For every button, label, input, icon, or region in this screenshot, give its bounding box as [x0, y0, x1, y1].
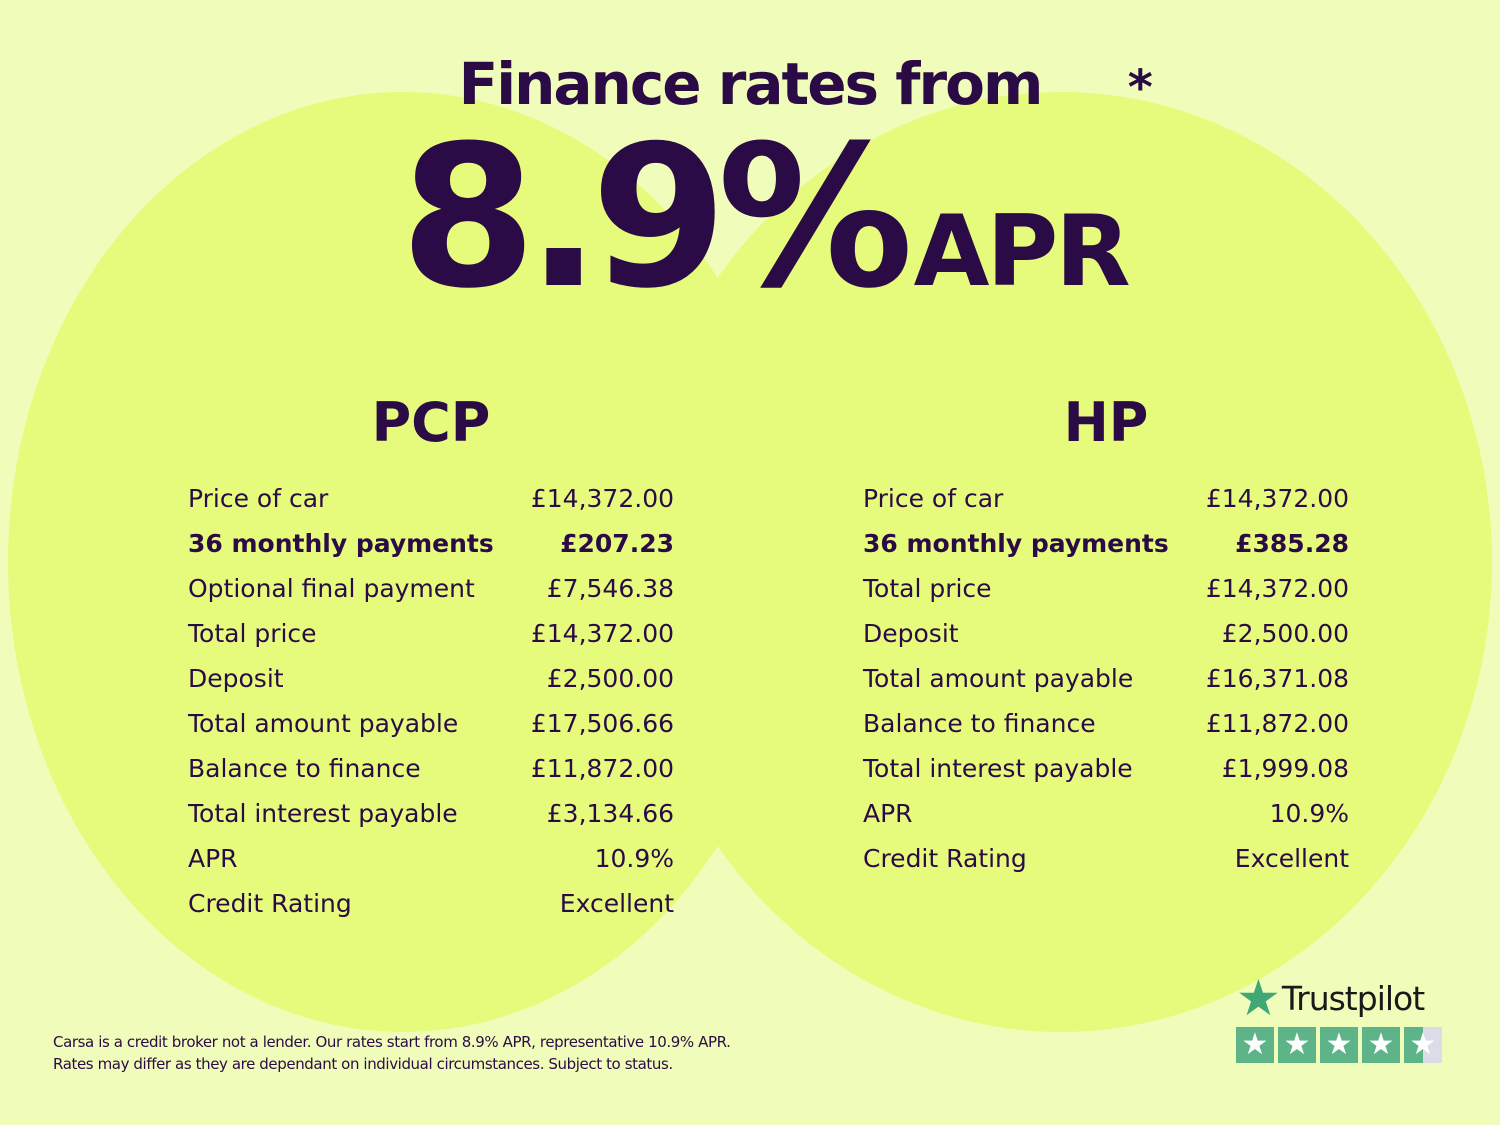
row-label: Total amount payable — [188, 709, 459, 738]
table-row: APR 10.9% — [188, 836, 674, 881]
headline: Finance rates from — [458, 50, 1044, 118]
row-value: £14,372.00 — [1205, 574, 1349, 603]
row-value: 10.9% — [1269, 799, 1349, 828]
rate-display: 8.9% APR* — [400, 60, 1153, 316]
row-value: £7,546.38 — [546, 574, 674, 603]
row-value: £2,500.00 — [546, 664, 674, 693]
row-label: Total interest payable — [863, 754, 1133, 783]
table-row: 36 monthly payments £385.28 — [863, 521, 1349, 566]
rating-star-icon: ★ — [1236, 1027, 1274, 1063]
table-row: 36 monthly payments £207.23 — [188, 521, 674, 566]
trustpilot-logo: ★ Trustpilot — [1236, 969, 1442, 1027]
row-value: £1,999.08 — [1221, 754, 1349, 783]
rating-star-icon: ★ — [1404, 1027, 1442, 1063]
pcp-table: PCP Price of car £14,372.00 36 monthly pay… — [188, 390, 674, 926]
table-row: Price of car £14,372.00 — [863, 476, 1349, 521]
row-label: Total price — [188, 619, 317, 648]
row-label: 36 monthly payments — [188, 529, 494, 558]
table-row: Total amount payable £17,506.66 — [188, 701, 674, 746]
row-value: £11,872.00 — [530, 754, 674, 783]
table-row: Balance to finance £11,872.00 — [188, 746, 674, 791]
rate-unit: APR — [913, 195, 1131, 309]
row-label: Price of car — [188, 484, 329, 513]
disclaimer-line: Carsa is a credit broker not a lender. O… — [53, 1033, 731, 1051]
table-row: Deposit £2,500.00 — [188, 656, 674, 701]
row-value: Excellent — [559, 889, 674, 918]
table-row: Credit Rating Excellent — [188, 881, 674, 926]
row-value: £14,372.00 — [530, 484, 674, 513]
rating-star-icon: ★ — [1362, 1027, 1400, 1063]
row-value: £3,134.66 — [546, 799, 674, 828]
row-label: Deposit — [863, 619, 959, 648]
table-row: Credit Rating Excellent — [863, 836, 1349, 881]
row-label: Price of car — [863, 484, 1004, 513]
table-row: Total interest payable £1,999.08 — [863, 746, 1349, 791]
row-value: £16,371.08 — [1205, 664, 1349, 693]
row-label: Total amount payable — [863, 664, 1134, 693]
row-value: £17,506.66 — [530, 709, 674, 738]
row-label: Credit Rating — [863, 844, 1027, 873]
row-label: Optional final payment — [188, 574, 475, 603]
background-circle-right — [630, 92, 1492, 1032]
row-label: Total interest payable — [188, 799, 458, 828]
row-label: Credit Rating — [188, 889, 352, 918]
row-label: Balance to finance — [863, 709, 1096, 738]
row-value: Excellent — [1234, 844, 1349, 873]
rate-value: 8.9% — [400, 104, 914, 332]
disclaimer-line: Rates may differ as they are dependant o… — [53, 1055, 673, 1073]
trustpilot-star-icon: ★ — [1236, 969, 1281, 1027]
row-value: £207.23 — [560, 529, 674, 558]
row-label: Balance to finance — [188, 754, 421, 783]
row-label: Deposit — [188, 664, 284, 693]
table-row: Price of car £14,372.00 — [188, 476, 674, 521]
trustpilot-badge[interactable]: ★ Trustpilot ★ ★ ★ ★ ★ — [1236, 969, 1442, 1063]
table-row: Deposit £2,500.00 — [863, 611, 1349, 656]
pcp-title: PCP — [371, 391, 491, 454]
row-value: £14,372.00 — [530, 619, 674, 648]
row-value: £11,872.00 — [1205, 709, 1349, 738]
table-row: Total interest payable £3,134.66 — [188, 791, 674, 836]
table-row: Total price £14,372.00 — [863, 566, 1349, 611]
row-value: £2,500.00 — [1221, 619, 1349, 648]
table-row: Total price £14,372.00 — [188, 611, 674, 656]
table-row: Optional final payment £7,546.38 — [188, 566, 674, 611]
table-row: APR 10.9% — [863, 791, 1349, 836]
trustpilot-rating: ★ ★ ★ ★ ★ — [1236, 1027, 1442, 1063]
rating-star-icon: ★ — [1320, 1027, 1358, 1063]
hp-title: HP — [1063, 391, 1149, 454]
disclaimer: Carsa is a credit broker not a lender. O… — [53, 1031, 731, 1075]
hp-table: HP Price of car £14,372.00 36 monthly paym… — [863, 390, 1349, 881]
table-row: Balance to finance £11,872.00 — [863, 701, 1349, 746]
row-label: 36 monthly payments — [863, 529, 1169, 558]
row-label: APR — [863, 799, 913, 828]
row-value: £385.28 — [1235, 529, 1349, 558]
row-label: Total price — [863, 574, 992, 603]
row-value: 10.9% — [594, 844, 674, 873]
row-label: APR — [188, 844, 238, 873]
rate-asterisk: * — [1127, 60, 1153, 116]
row-value: £14,372.00 — [1205, 484, 1349, 513]
table-row: Total amount payable £16,371.08 — [863, 656, 1349, 701]
rating-star-icon: ★ — [1278, 1027, 1316, 1063]
trustpilot-name: Trustpilot — [1281, 978, 1425, 1018]
